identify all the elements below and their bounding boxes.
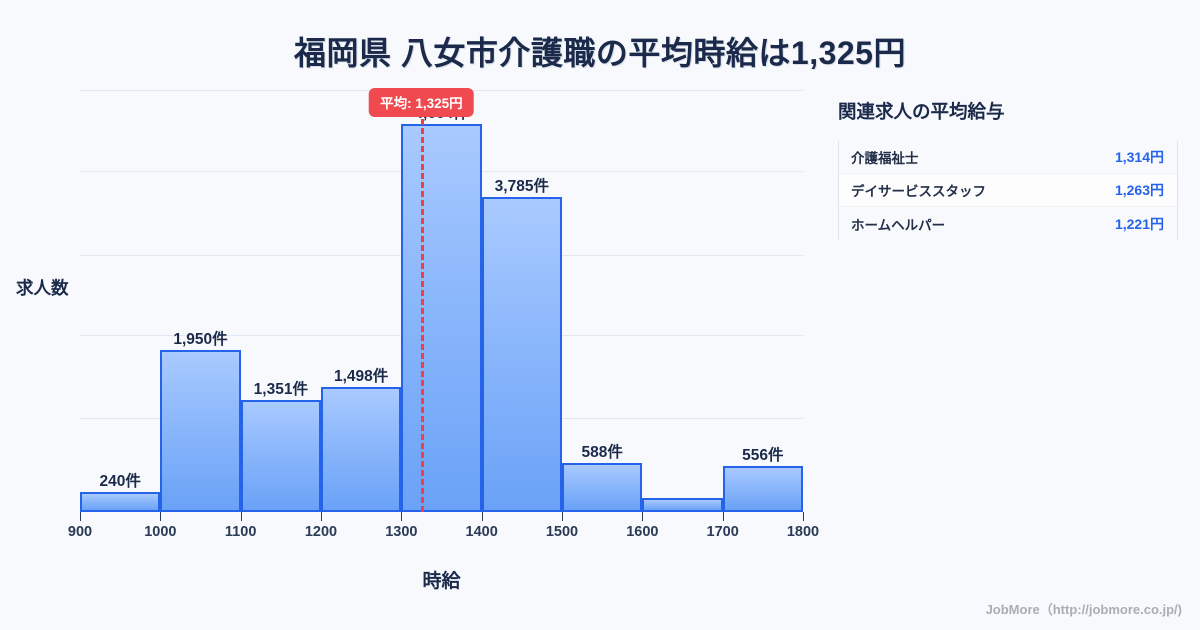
histogram-bar — [80, 492, 161, 512]
bar-value-label: 1,351件 — [253, 380, 308, 398]
x-axis-tick-label: 1300 — [385, 524, 418, 540]
y-axis-title: 求人数 — [16, 278, 69, 298]
x-axis-tick-label: 900 — [67, 524, 93, 540]
related-salary-amount: 1,221円 — [1114, 215, 1164, 232]
average-line — [421, 110, 425, 512]
histogram-bar — [401, 124, 482, 512]
histogram-bar — [321, 387, 402, 512]
x-axis-tick-mark — [160, 512, 162, 521]
histogram-bar — [722, 465, 803, 512]
bar-value-label: 556件 — [742, 446, 784, 464]
average-badge: 平均: 1,325円 — [369, 88, 474, 117]
x-axis-tick-mark — [240, 512, 242, 521]
related-salary-job-name: デイサービススタッフ — [851, 184, 986, 199]
x-axis-tick-mark — [642, 512, 644, 521]
histogram-chart: 求人数 240件1,950件1,351件1,498件4,664件3,785件58… — [0, 88, 820, 592]
histogram-bar — [642, 497, 723, 512]
histogram-bar — [160, 349, 241, 512]
related-salary-table: 介護福祉士 1,314円デイサービススタッフ 1,263円ホームヘルパー 1,221円 — [838, 141, 1178, 240]
x-axis-tick-mark — [562, 512, 563, 521]
x-axis-tick-label: 1100 — [224, 524, 257, 540]
related-salary-row: デイサービススタッフ 1,263円 — [839, 174, 1177, 207]
x-axis-tick-mark — [481, 512, 483, 521]
related-salary-row: 介護福祉士 1,314円 — [839, 141, 1177, 174]
x-axis-tick-label: 1600 — [626, 524, 659, 540]
x-axis-tick-mark — [803, 512, 804, 521]
page-title: 福岡県 八女市介護職の平均時給は1,325円 — [294, 35, 906, 71]
x-axis-tick-label: 1800 — [786, 524, 820, 540]
related-salary-job-name: 介護福祉士 — [851, 151, 919, 166]
related-salary-title: 関連求人の平均給与 — [838, 101, 1005, 122]
x-axis-tick-label: 1400 — [465, 524, 498, 540]
related-salary-panel: 関連求人の平均給与 介護福祉士 1,314円デイサービススタッフ 1,263円ホーム… — [838, 98, 1178, 240]
bar-value-label: 1,498件 — [334, 368, 389, 386]
bar-value-label: 240件 — [99, 473, 141, 491]
histogram-bar — [240, 399, 321, 512]
x-axis-tick-label: 1200 — [304, 524, 338, 540]
x-axis-tick-mark — [80, 512, 81, 521]
histogram-bar — [562, 463, 643, 512]
histogram-bar — [481, 197, 562, 512]
plot-area: 240件1,950件1,351件1,498件4,664件3,785件588件55… — [80, 88, 803, 512]
related-salary-amount: 1,314円 — [1114, 149, 1164, 165]
x-axis-tick-label: 1500 — [545, 524, 579, 540]
x-axis-tick-label: 1700 — [706, 524, 739, 540]
bar-value-label: 3,785件 — [494, 178, 549, 196]
bar-value-label: 1,950件 — [173, 330, 228, 348]
related-salary-amount: 1,263円 — [1114, 182, 1164, 198]
bar-value-label: 588件 — [581, 444, 623, 462]
x-axis: 900 1000 1100 1200 1300 1400 1500 1600 1700 1800 — [68, 512, 819, 552]
x-axis-tick-mark — [401, 512, 403, 521]
related-salary-job-name: ホームヘルパー — [851, 217, 946, 233]
footer-watermark: JobMore（http://jobmore.co.jp/) — [985, 602, 1182, 617]
x-axis-tick-mark — [722, 512, 724, 521]
related-salary-row: ホームヘルパー 1,221円 — [839, 207, 1177, 240]
x-axis-tick-label: 1000 — [144, 524, 177, 540]
x-axis-tick-mark — [321, 512, 322, 521]
x-axis-title: 時給 — [422, 571, 461, 592]
